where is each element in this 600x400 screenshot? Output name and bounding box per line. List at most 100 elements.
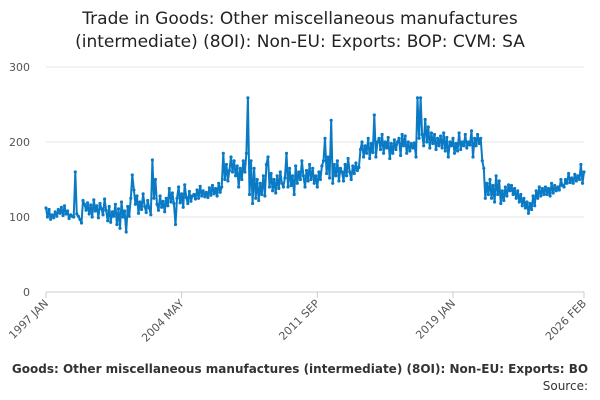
data-point <box>508 189 512 193</box>
data-point <box>291 174 295 178</box>
data-point <box>143 204 147 209</box>
data-point <box>399 153 403 158</box>
data-point <box>548 194 552 198</box>
data-point <box>152 196 156 200</box>
x-tick-label: 2026 FEB <box>543 297 589 343</box>
data-point <box>429 131 433 135</box>
data-point <box>375 140 379 144</box>
data-point <box>113 202 117 206</box>
data-point <box>460 140 464 144</box>
data-point <box>210 183 215 188</box>
data-point <box>115 222 119 227</box>
data-point <box>249 159 253 163</box>
data-point <box>445 135 449 140</box>
data-point <box>551 191 555 195</box>
data-point <box>553 183 557 188</box>
data-point <box>146 198 150 203</box>
data-point <box>440 146 444 150</box>
data-point <box>160 205 164 209</box>
data-point <box>271 189 275 193</box>
data-point <box>207 186 211 190</box>
data-point <box>383 140 387 144</box>
data-point <box>204 190 208 194</box>
data-point <box>338 166 342 170</box>
data-point <box>320 164 324 168</box>
data-point <box>109 220 113 224</box>
data-point <box>311 166 315 170</box>
data-point <box>493 200 497 204</box>
data-point <box>288 166 292 170</box>
data-point <box>488 177 492 182</box>
data-point <box>337 179 341 183</box>
data-point <box>372 113 376 117</box>
data-point <box>289 183 293 188</box>
data-point <box>175 196 179 200</box>
data-point <box>513 186 517 191</box>
data-point <box>369 141 373 146</box>
data-point <box>573 172 577 176</box>
data-point <box>374 155 378 159</box>
data-point <box>476 132 480 137</box>
data-point <box>294 164 298 168</box>
data-point <box>574 179 578 183</box>
data-point <box>44 206 48 210</box>
data-point <box>406 140 410 144</box>
data-point <box>471 155 475 159</box>
data-point <box>180 192 184 196</box>
data-point <box>227 168 231 173</box>
data-point <box>301 174 305 178</box>
data-point <box>195 188 199 192</box>
data-point <box>170 191 174 195</box>
data-point <box>237 185 241 189</box>
data-point <box>466 140 470 144</box>
data-point <box>218 190 222 194</box>
data-point <box>563 177 568 182</box>
data-point <box>300 159 304 163</box>
data-point <box>509 183 514 188</box>
data-point <box>90 215 94 219</box>
data-point <box>186 201 190 206</box>
data-point <box>235 164 239 168</box>
data-point <box>193 197 198 201</box>
data-point <box>417 136 421 140</box>
data-point <box>50 213 54 217</box>
data-point <box>173 222 178 227</box>
y-tick-label: 300 <box>9 61 30 74</box>
data-point <box>133 202 137 206</box>
data-point <box>240 177 244 182</box>
data-point <box>206 195 210 200</box>
data-point <box>457 131 461 135</box>
data-point <box>76 214 80 218</box>
data-point <box>214 186 218 191</box>
data-point <box>540 186 545 191</box>
data-point <box>565 181 569 185</box>
data-point <box>562 185 566 189</box>
data-point <box>511 192 515 197</box>
data-point <box>439 134 443 138</box>
data-point <box>158 194 162 198</box>
data-point <box>580 181 585 185</box>
data-point <box>483 196 487 200</box>
data-point <box>247 192 252 197</box>
data-point <box>366 136 370 140</box>
data-point <box>382 151 386 155</box>
data-point <box>496 192 500 197</box>
data-point <box>153 177 157 182</box>
data-point <box>264 162 268 167</box>
data-point <box>169 200 173 204</box>
data-point <box>183 183 187 187</box>
data-point <box>192 192 196 197</box>
data-series <box>44 96 586 234</box>
data-point <box>576 174 580 178</box>
data-point <box>425 140 429 144</box>
data-point <box>127 214 131 218</box>
data-point <box>502 198 506 203</box>
y-axis: 0 100 200 300 <box>9 61 30 299</box>
chart-title: Trade in Goods: Other miscellaneous manu… <box>0 8 600 54</box>
data-point <box>459 147 463 152</box>
data-point <box>47 207 51 212</box>
data-point <box>570 176 574 180</box>
data-point <box>181 205 185 209</box>
data-point <box>234 174 238 178</box>
data-point <box>545 192 549 197</box>
